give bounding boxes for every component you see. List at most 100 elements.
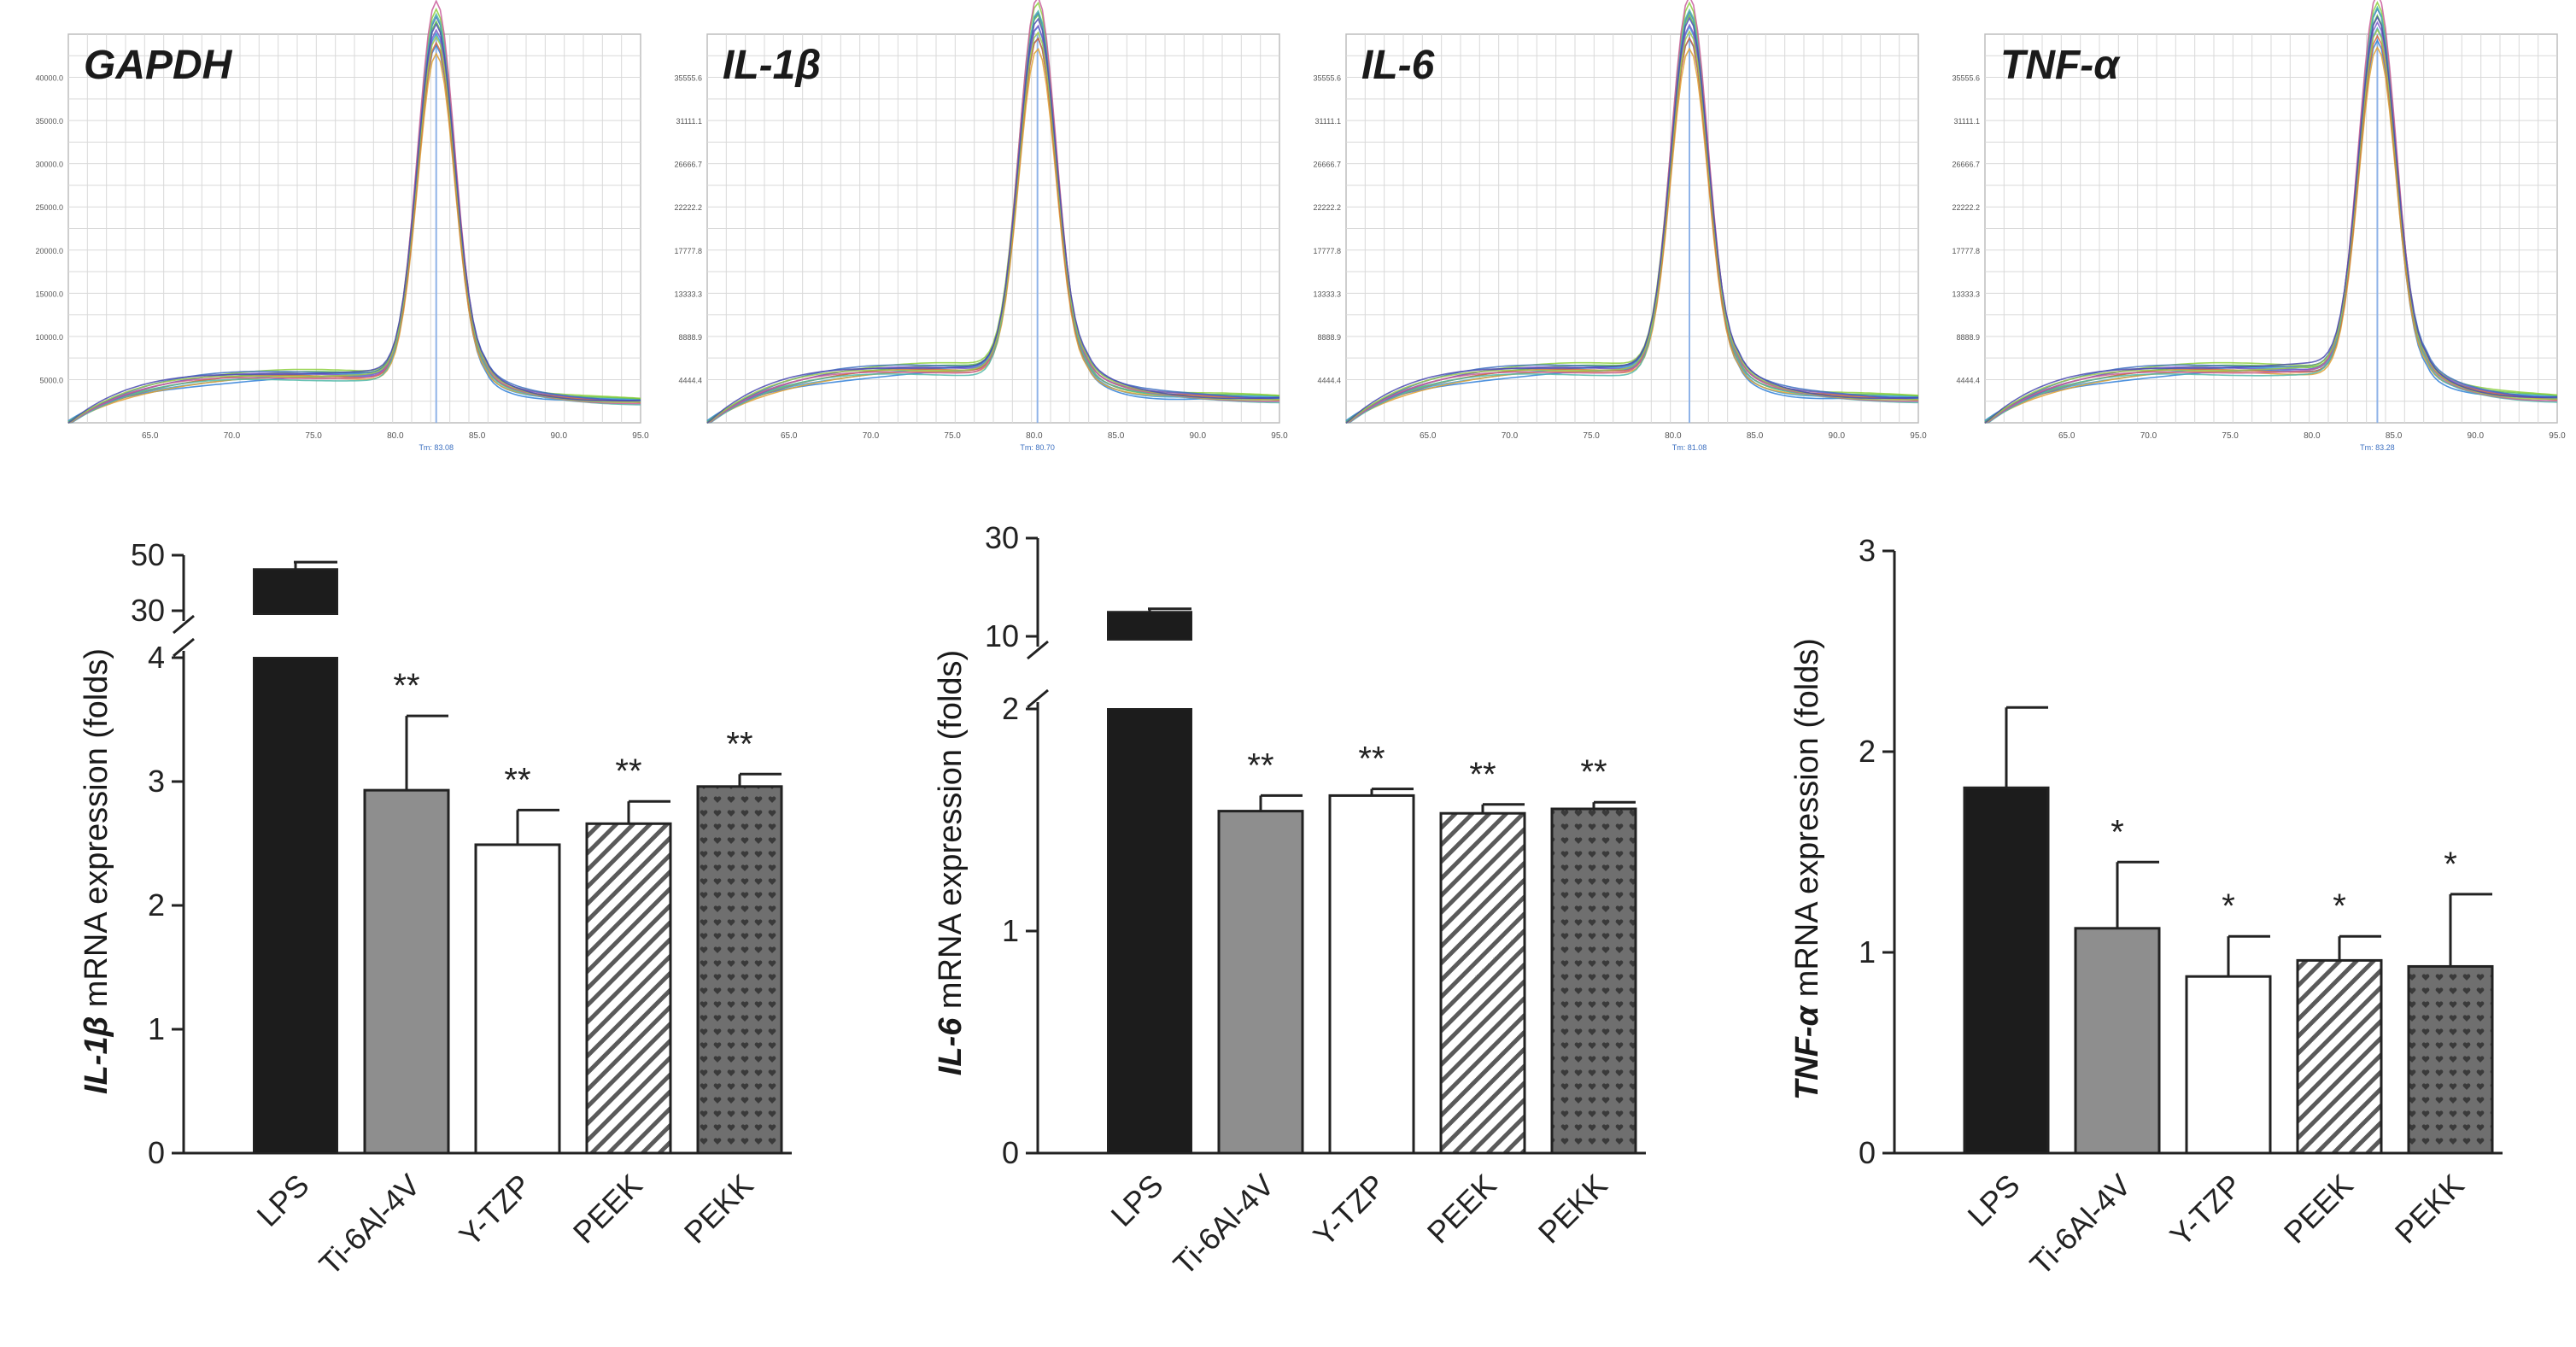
melt-tm-label: Tm: 83.08	[419, 443, 454, 452]
melt-x-tick: 70.0	[2140, 431, 2157, 441]
melt-y-tick: 22222.2	[1952, 203, 1980, 212]
significance-label: *	[2111, 813, 2124, 851]
x-category-label: Ti-6Al-4V	[313, 1168, 427, 1282]
melt-x-tick: 95.0	[1910, 431, 1927, 441]
x-category-label: PEEK	[566, 1168, 649, 1250]
x-category-label: Y-TZP	[2163, 1168, 2248, 1253]
melt-y-tick: 17777.8	[1313, 247, 1341, 255]
y-axis-label-text: mRNA expression (folds)	[1789, 638, 1825, 1006]
melt-x-tick: 95.0	[1271, 431, 1288, 441]
axis-break-mark	[1027, 688, 1049, 709]
melt-x-tick: 70.0	[224, 431, 241, 441]
melt-tm-label: Tm: 81.08	[1672, 443, 1707, 452]
melt-x-tick: 90.0	[1829, 431, 1846, 441]
melt-x-tick: 70.0	[1502, 431, 1519, 441]
melt-curve	[1984, 0, 2557, 424]
x-category-label: PEEK	[1420, 1168, 1503, 1250]
x-category-label: PEEK	[2277, 1168, 2360, 1250]
y-axis-label-text: mRNA expression (folds)	[79, 648, 114, 1016]
melt-y-tick: 15000.0	[35, 290, 63, 298]
melt-panel-2: 65.0 70.0 75.0 80.0 85.0 90.0 95.0 4444.4 8888.9…	[674, 0, 1288, 452]
melt-x-tick: 85.0	[1108, 431, 1125, 441]
y-tick-label: 1	[148, 1011, 165, 1046]
bar-chart-panels: 012343050LPS**Ti-6Al-4V**Y-TZP**PEEK**PE…	[79, 520, 2503, 1282]
melt-x-tick: 95.0	[632, 431, 649, 441]
y-axis-label-text: mRNA expression (folds)	[933, 650, 969, 1018]
bar	[1439, 811, 1526, 1155]
bar	[2296, 958, 2383, 1155]
bar	[253, 657, 338, 1154]
x-category-label: Ti-6Al-4V	[1167, 1168, 1281, 1282]
bar	[2074, 927, 2161, 1155]
melt-tm-label: Tm: 80.70	[1020, 443, 1055, 452]
x-category-label: PEKK	[1531, 1168, 1614, 1250]
melt-x-tick: 85.0	[2386, 431, 2403, 441]
melt-tm-label: Tm: 83.28	[2360, 443, 2395, 452]
y-tick-label: 4	[148, 640, 165, 675]
significance-label: **	[1358, 741, 1385, 778]
y-axis-label-gene: IL-6	[933, 1017, 969, 1075]
melt-y-tick: 4444.4	[1956, 376, 1980, 384]
bar-chart-1: 0 1 2 3 4 30 50 LPS ** Ti-6Al-4V ** Y-TZP ** PEEK ** PE…	[79, 537, 792, 1282]
melt-curve	[1345, 16, 1919, 424]
melt-y-tick: 20000.0	[35, 247, 63, 255]
melt-gene-label: TNF-α	[2000, 43, 2121, 88]
melt-x-tick: 80.0	[387, 431, 404, 441]
significance-label: **	[504, 761, 530, 799]
y-axis-label: IL-6 mRNA expression (folds)	[933, 650, 969, 1075]
melt-gene-label: IL-1β	[723, 43, 821, 88]
significance-label: *	[2444, 846, 2457, 883]
bar	[363, 788, 450, 1155]
significance-label: **	[1580, 753, 1607, 791]
melt-curve	[1984, 15, 2558, 424]
melt-curve-panels: 65.0 70.0 75.0 80.0 85.0 90.0 95.0 5000.0 10000.…	[35, 0, 2566, 452]
x-category-label: LPS	[1961, 1168, 2027, 1233]
y-tick-label: 0	[148, 1135, 165, 1170]
y-tick-label: 2	[1859, 734, 1876, 769]
melt-x-tick: 65.0	[2058, 431, 2075, 441]
x-category-label: Y-TZP	[452, 1168, 537, 1253]
melt-y-tick: 35000.0	[35, 117, 63, 126]
melt-y-tick: 25000.0	[35, 203, 63, 212]
melt-curve	[706, 17, 1280, 424]
melt-y-tick: 4444.4	[678, 376, 702, 384]
y-axis-label-gene: TNF-α	[1789, 1004, 1825, 1100]
y-tick-label: 30	[131, 593, 165, 628]
melt-y-tick: 8888.9	[1956, 333, 1980, 342]
melt-x-tick: 85.0	[1747, 431, 1764, 441]
x-category-label: LPS	[250, 1168, 316, 1233]
y-tick-label: 1	[1859, 934, 1876, 969]
melt-x-tick: 80.0	[1026, 431, 1043, 441]
melt-y-tick: 13333.3	[1313, 290, 1341, 298]
x-category-label: PEKK	[677, 1168, 760, 1250]
melt-x-tick: 80.0	[2304, 431, 2321, 441]
melt-panel-1: 65.0 70.0 75.0 80.0 85.0 90.0 95.0 5000.0 10000.…	[35, 0, 649, 452]
melt-y-tick: 26666.7	[1313, 161, 1341, 169]
bar-chart-3: 0 1 2 3 LPS * Ti-6Al-4V * Y-TZP * PEEK * PEKK TNF-α m…	[1789, 533, 2503, 1282]
bar	[474, 843, 561, 1155]
y-axis-label-gene: IL-1β	[79, 1016, 114, 1094]
melt-x-tick: 90.0	[1190, 431, 1207, 441]
melt-y-tick: 8888.9	[1317, 333, 1341, 342]
axis-break-mark	[1027, 640, 1049, 660]
melt-curve	[1984, 28, 2557, 424]
x-category-label: Y-TZP	[1306, 1168, 1391, 1253]
melt-y-tick: 10000.0	[35, 333, 63, 342]
y-tick-label: 50	[131, 537, 165, 572]
bar	[1107, 708, 1192, 1154]
x-category-label: PEKK	[2388, 1168, 2471, 1250]
melt-x-tick: 75.0	[1583, 431, 1600, 441]
significance-label: **	[1247, 747, 1273, 784]
significance-label: **	[615, 753, 641, 790]
y-tick-label: 2	[1002, 691, 1019, 726]
bar	[696, 785, 783, 1155]
melt-curve	[1984, 5, 2558, 424]
melt-y-tick: 22222.2	[674, 203, 702, 212]
bar-chart-2: 0 1 2 10 30 LPS ** Ti-6Al-4V ** Y-TZP ** PEEK ** PEKK…	[933, 520, 1646, 1282]
melt-y-tick: 31111.1	[1953, 117, 1980, 126]
y-axis-label: IL-1β mRNA expression (folds)	[79, 648, 114, 1094]
significance-label: **	[393, 667, 419, 705]
bar-upper-segment	[1107, 611, 1192, 641]
y-axis-label: TNF-α mRNA expression (folds)	[1789, 638, 1825, 1100]
melt-x-tick: 80.0	[1665, 431, 1682, 441]
